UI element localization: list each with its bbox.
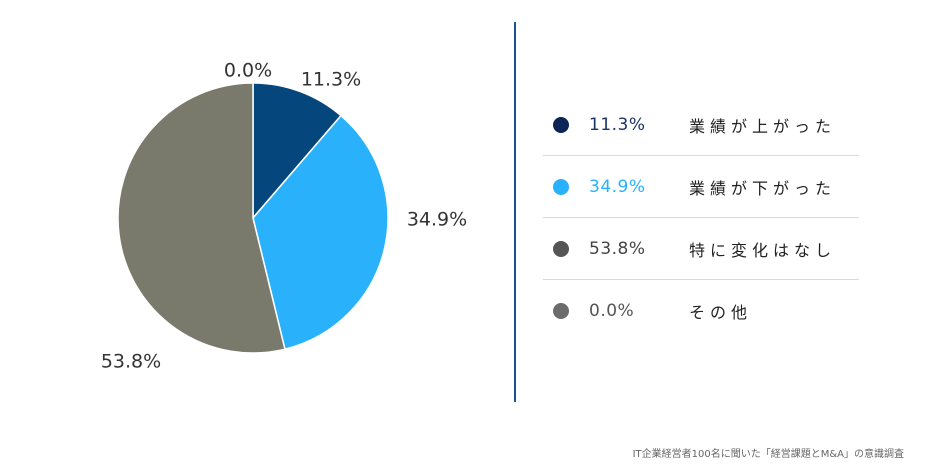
pie-slice [252, 82, 343, 221]
pie-slice-label: 53.8% [101, 351, 161, 373]
legend-label: 業績が下がった [689, 178, 837, 198]
legend-item: 53.8% 特に変化はなし [543, 218, 859, 280]
legend-dot-icon [553, 116, 569, 133]
pie-slice-label: 34.9% [407, 209, 467, 231]
pie-slice [252, 114, 389, 351]
legend-dot-icon [553, 178, 569, 195]
legend-item: 34.9% 業績が下がった [543, 156, 859, 218]
legend-value: 34.9% [589, 176, 646, 197]
legend-value: 11.3% [589, 114, 646, 135]
legend-value: 53.8% [589, 238, 646, 259]
legend-dot-icon [553, 302, 569, 319]
vertical-divider [514, 22, 516, 402]
legend-value: 0.0% [589, 300, 635, 321]
pie-chart: 11.3% 34.9% 53.8% 0.0% [101, 60, 467, 373]
legend-label: 特に変化はなし [689, 240, 837, 260]
pie-slice-label: 0.0% [224, 60, 272, 82]
source-note: IT企業経営者100名に聞いた「経営課題とM&A」の意識調査 [632, 449, 904, 460]
legend-item: 0.0% その他 [543, 280, 859, 341]
pie-slice [117, 82, 286, 354]
legend: 11.3% 業績が上がった 34.9% 業績が下がった 53.8% 特に変化はな… [543, 94, 859, 341]
legend-label: その他 [689, 302, 753, 322]
legend-dot-icon [553, 240, 569, 257]
legend-label: 業績が上がった [689, 116, 837, 136]
legend-item: 11.3% 業績が上がった [543, 94, 859, 156]
pie-chart-area: 11.3% 34.9% 53.8% 0.0% [101, 60, 467, 373]
pie-slice-label: 11.3% [301, 69, 361, 91]
